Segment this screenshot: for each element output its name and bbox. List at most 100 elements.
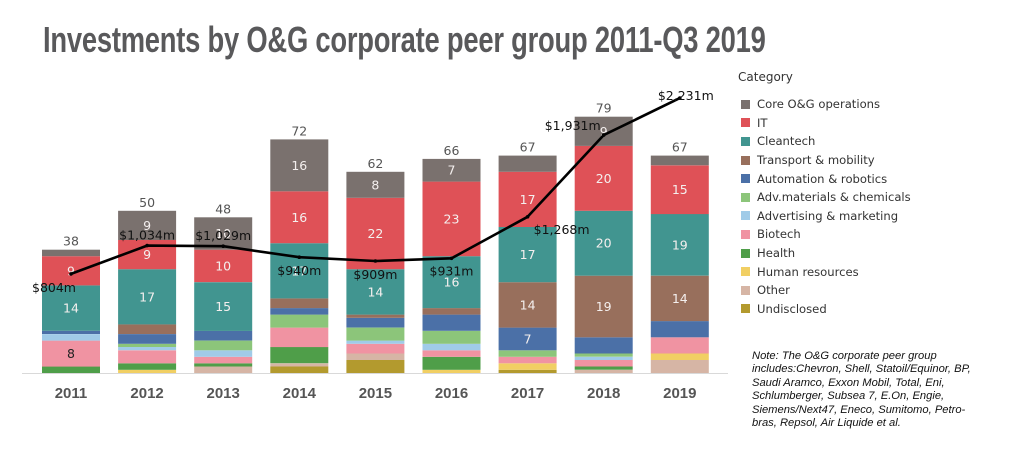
line-value-label: $909m — [353, 267, 397, 282]
segment-label: 10 — [215, 226, 231, 241]
legend-label: Cleantech — [757, 134, 816, 149]
footnote-line: includes:Chevron, Shell, Statoil/Equinor… — [752, 363, 971, 376]
segment-label: 17 — [139, 289, 155, 304]
bar-segment-biotech-2012 — [118, 350, 177, 364]
legend-label: IT — [757, 115, 768, 130]
legend-swatch — [741, 304, 750, 314]
segment-label: 8 — [67, 346, 75, 361]
segment-label: 16 — [291, 210, 307, 225]
legend-item-other: Other — [738, 281, 911, 300]
segment-label: 15 — [215, 299, 231, 314]
line-value-label-group: $804m $1,034m $1,029m $940m $909m $931m $1,268… — [32, 88, 714, 295]
bar-segment-it-2014 — [270, 191, 329, 244]
segment-label: 19 — [672, 237, 688, 252]
segment-label: 15 — [672, 182, 688, 197]
bar-segment-core-o-g-operations-2011 — [42, 249, 100, 257]
footnote-line: Schlumberger, Subsea 7, E.On, Engie, — [752, 390, 945, 403]
bar-segment-automation-robotics-2011 — [42, 330, 100, 334]
bar-segment-it-2016 — [422, 181, 481, 257]
legend-swatch — [741, 285, 750, 295]
bar-segment-core-o-g-operations-2014 — [270, 139, 329, 192]
bar-segment-undisclosed-2017 — [498, 369, 557, 373]
bar-segment-human-resources-2017 — [498, 363, 557, 370]
segment-label: 8 — [371, 177, 379, 192]
line-value-label: $1,034m — [119, 228, 175, 243]
bar-segment-biotech-2016 — [422, 350, 481, 357]
bar-segment-automation-robotics-2014 — [270, 308, 329, 315]
total-label: 79 — [596, 101, 612, 116]
segment-label: 14 — [672, 291, 688, 306]
line-value-label: $931m — [430, 263, 474, 278]
bar-segment-automation-robotics-2016 — [422, 314, 481, 331]
legend-items: Core O&G operations IT Cleantech Transport … — [738, 95, 911, 318]
bar-segment-core-o-g-operations-2012 — [118, 210, 177, 240]
total-label: 66 — [444, 143, 460, 158]
legend-item-adv-materials-chemicals: Adv.materials & chemicals — [738, 188, 911, 207]
legend-swatch — [741, 99, 750, 109]
legend-label: Transport & mobility — [757, 153, 875, 168]
bar-segment-biotech-2019 — [650, 337, 709, 354]
legend-swatch — [741, 192, 750, 202]
total-label: 50 — [139, 195, 155, 210]
legend-swatch — [741, 229, 750, 239]
bar-segment-adv-materials-chemicals-2017 — [498, 350, 557, 357]
total-label: 48 — [215, 201, 231, 216]
bar-segment-core-o-g-operations-2019 — [650, 155, 709, 166]
bar-segment-automation-robotics-2019 — [650, 321, 709, 338]
bar-segment-it-2013 — [194, 249, 253, 283]
bar-segment-other-2015 — [346, 353, 405, 360]
legend-title: Category — [738, 70, 793, 84]
line-value-label: $1,268m — [534, 222, 590, 237]
bar-segment-biotech-2017 — [498, 356, 557, 364]
legend-label: Health — [757, 246, 796, 261]
legend-item-advertising-marketing: Advertising & marketing — [738, 207, 911, 226]
bar-segment-advertising-marketing-2011 — [42, 334, 100, 341]
segment-label: 20 — [596, 171, 612, 186]
bar-segment-it-2019 — [650, 165, 709, 215]
bar-segment-undisclosed-2015 — [346, 360, 405, 373]
x-tick-label: 2012 — [130, 385, 163, 402]
bar-segment-other-2014 — [270, 363, 329, 367]
segment-label: 9 — [67, 263, 75, 278]
segment-label: 14 — [367, 284, 383, 299]
bar-segment-other-2019 — [650, 360, 709, 373]
legend-item-transport-mobility: Transport & mobility — [738, 151, 911, 170]
line-point — [678, 96, 682, 100]
bar-segment-health-2016 — [422, 356, 481, 370]
segment-label: 14 — [63, 301, 79, 316]
segment-label: 17 — [520, 247, 536, 262]
line-point — [145, 243, 149, 248]
segment-label: 17 — [291, 263, 307, 278]
bar-segment-adv-materials-chemicals-2016 — [422, 330, 481, 344]
segment-label: 20 — [596, 236, 612, 251]
bar-segment-transport-mobility-2017 — [498, 282, 557, 328]
bar-segment-adv-materials-chemicals-2014 — [270, 314, 329, 328]
bar-segment-advertising-marketing-2016 — [422, 343, 481, 351]
bar-segment-biotech-2015 — [346, 343, 405, 354]
legend-label: Advertising & marketing — [757, 208, 899, 223]
segment-label: 7 — [524, 331, 532, 346]
footnote-line: Saudi Aramco, Exxon Mobil, Total, Eni, — [752, 376, 945, 389]
line-point — [297, 255, 302, 259]
line-point — [373, 259, 378, 263]
x-tick-label: 2016 — [435, 385, 468, 402]
segment-label: 9 — [143, 247, 151, 262]
segment-label: 10 — [215, 258, 231, 273]
bar-segment-adv-materials-chemicals-2012 — [118, 343, 177, 347]
line-point — [449, 256, 454, 261]
bar-segment-transport-mobility-2012 — [118, 324, 177, 334]
line-point — [221, 244, 225, 248]
segment-label: 9 — [143, 218, 151, 233]
bar-segment-core-o-g-operations-2016 — [422, 158, 481, 182]
bar-segment-human-resources-2019 — [650, 353, 709, 360]
total-label: 67 — [520, 140, 536, 155]
bar-segment-advertising-marketing-2018 — [574, 356, 633, 360]
bar-segment-cleantech-2016 — [422, 256, 481, 309]
footnote-line: Siemens/Next47, Eneco, Sumitomo, Petro- — [752, 403, 966, 416]
x-tick-label: 2015 — [359, 385, 392, 402]
bar-segment-human-resources-2016 — [422, 369, 481, 373]
segment-label: 22 — [367, 226, 383, 241]
legend-swatch — [741, 118, 750, 128]
legend-item-human-resources: Human resources — [738, 262, 911, 281]
total-label: 38 — [63, 234, 79, 249]
